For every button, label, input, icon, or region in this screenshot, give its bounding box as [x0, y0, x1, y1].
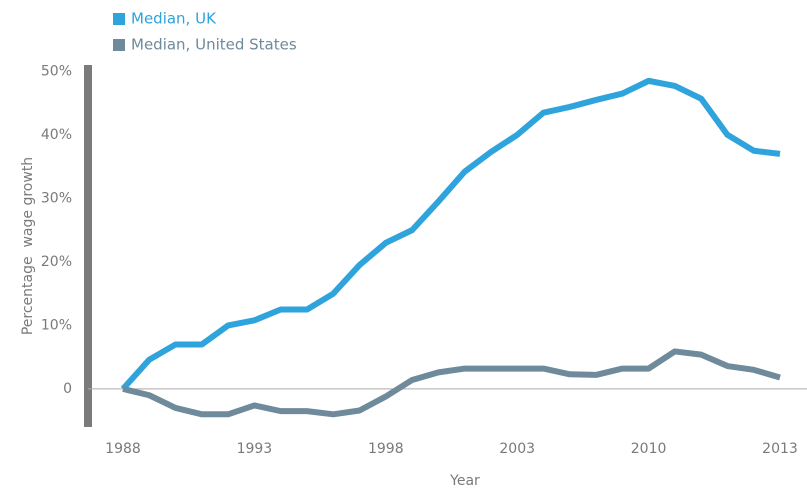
line-series	[122, 348, 781, 418]
legend-swatch	[113, 39, 125, 51]
x-tick-label: 1993	[237, 441, 273, 457]
legend-swatch	[113, 13, 125, 25]
y-tick-label: 40%	[41, 127, 72, 143]
x-tick-label: 1998	[368, 441, 404, 457]
y-axis-label: Percentage wage growth	[20, 157, 36, 335]
y-tick-label: 20%	[41, 254, 72, 270]
y-tick-label: 10%	[41, 317, 72, 333]
x-tick-label: 2010	[631, 441, 667, 457]
x-tick-label: 2003	[499, 441, 535, 457]
y-axis-bar	[84, 65, 92, 427]
legend-label: Median, UK	[131, 10, 217, 28]
y-tick-label: 50%	[41, 63, 72, 79]
legend-label: Median, United States	[131, 36, 297, 54]
x-tick-label: 1988	[105, 441, 141, 457]
y-tick-label: 30%	[41, 190, 72, 206]
y-tick-label: 0	[63, 381, 72, 397]
x-tick-label: 2013	[762, 441, 798, 457]
line-series	[120, 77, 781, 391]
x-axis-label: Year	[449, 473, 480, 489]
